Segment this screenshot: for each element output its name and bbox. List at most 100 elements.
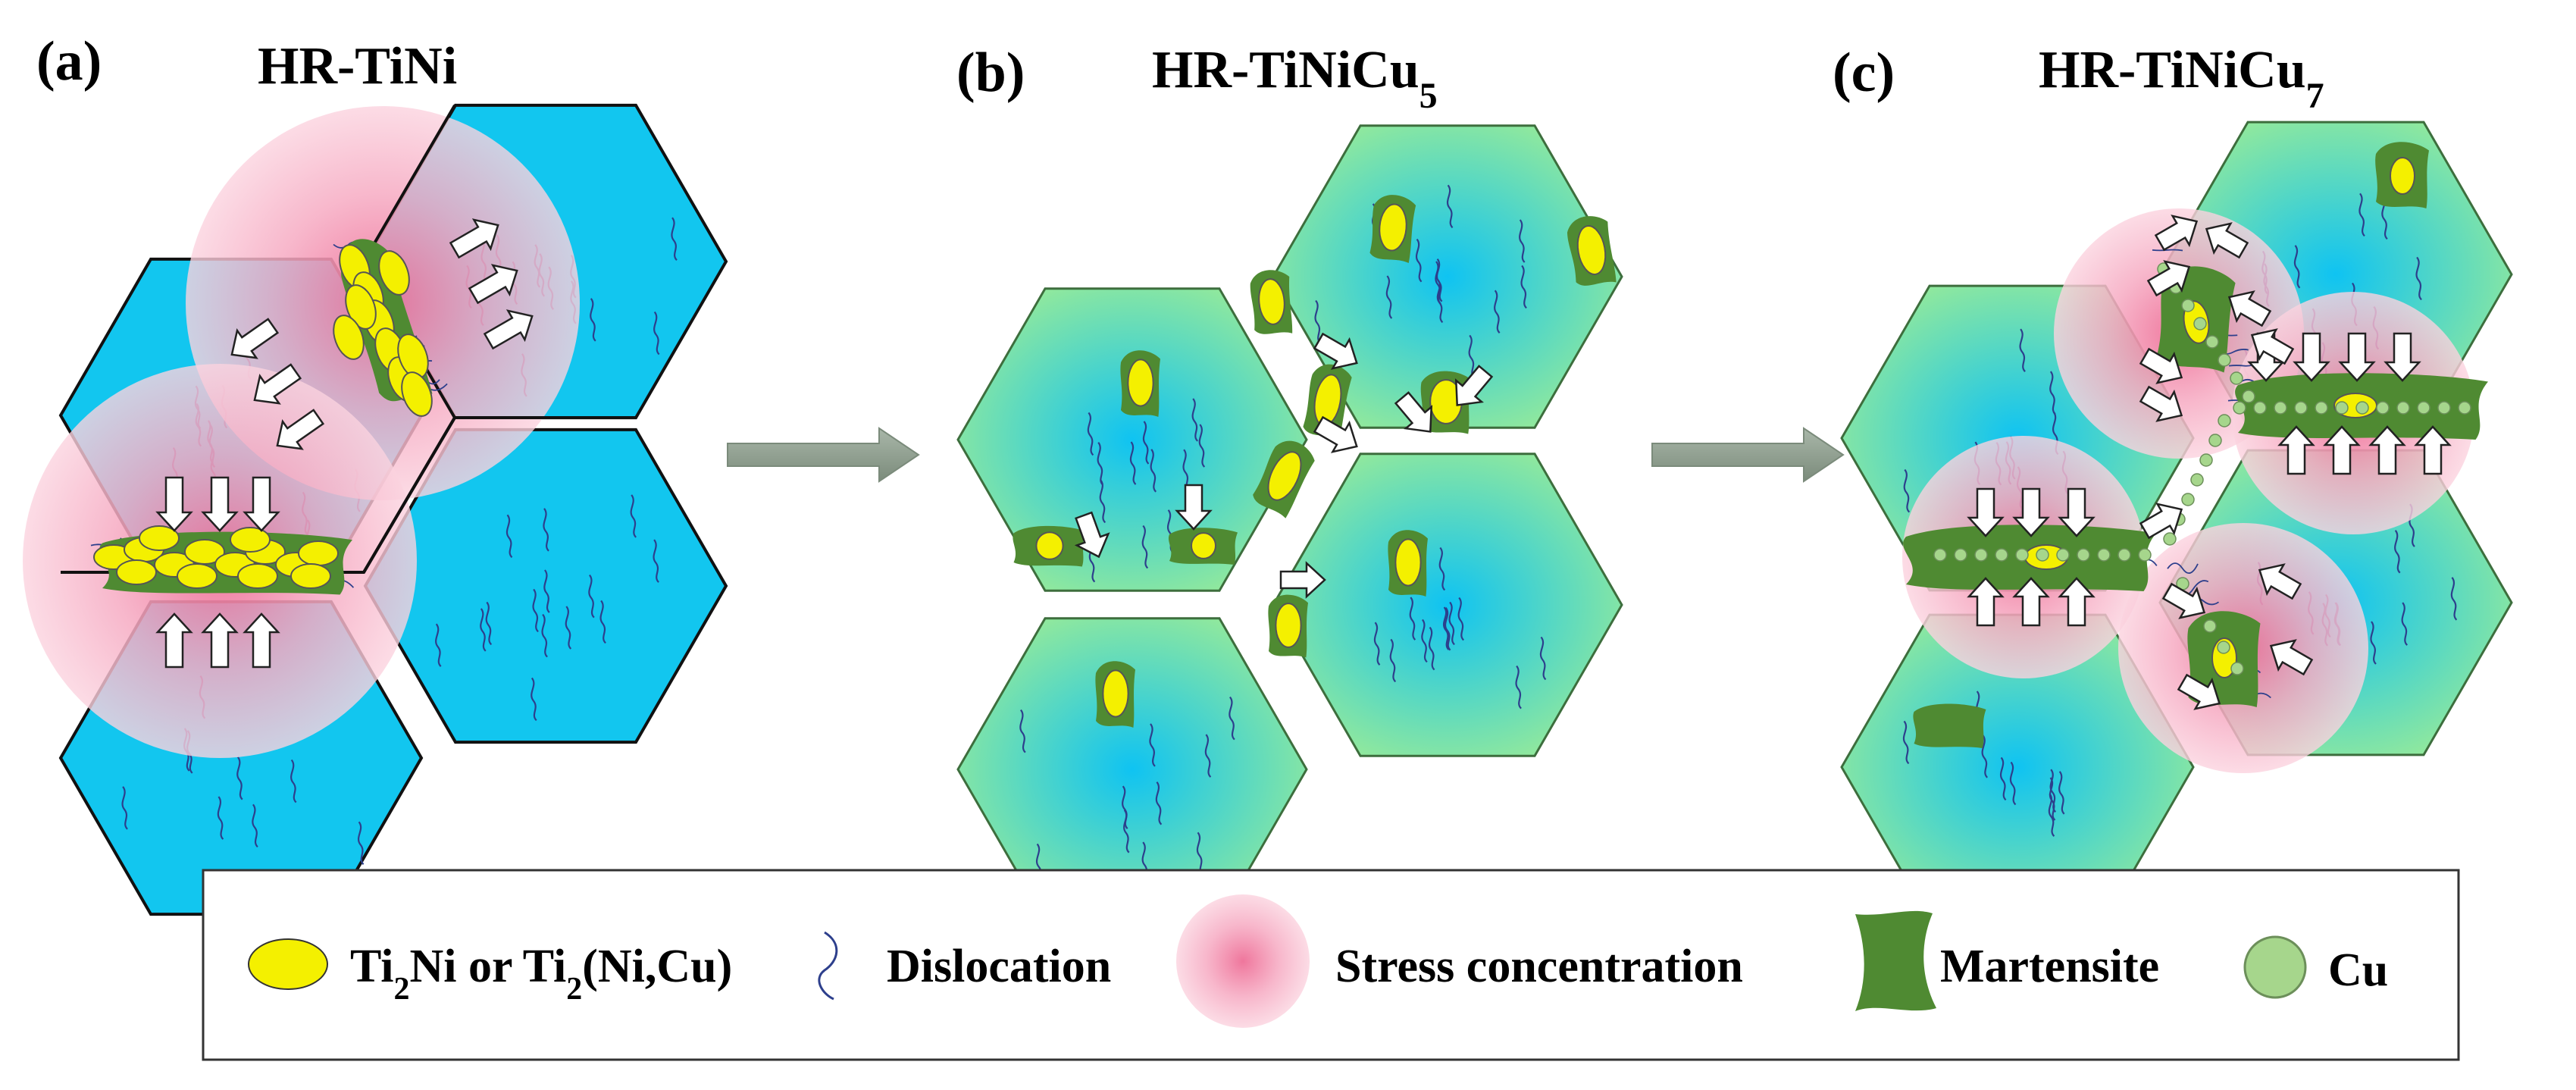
dislocation-line bbox=[1122, 785, 1128, 829]
stress-arrow bbox=[201, 612, 239, 669]
precipitate bbox=[237, 563, 278, 589]
stress-arrow bbox=[468, 264, 518, 305]
stress-arrow bbox=[2205, 222, 2249, 259]
dislocation-line bbox=[630, 494, 637, 538]
dislocation-line bbox=[1141, 525, 1149, 569]
cu-particle-icon bbox=[2243, 935, 2307, 999]
precipitate bbox=[401, 371, 433, 417]
dislocation-line bbox=[1446, 184, 1454, 229]
stress-arrow bbox=[483, 309, 534, 350]
cu-particle bbox=[2335, 401, 2349, 415]
stress-arrow bbox=[2338, 332, 2376, 382]
stress-arrow bbox=[155, 476, 193, 532]
cu-particle bbox=[2437, 401, 2451, 415]
cu-particle bbox=[2199, 453, 2213, 467]
cu-particle bbox=[2376, 401, 2390, 415]
dislocation-line bbox=[599, 600, 606, 644]
precipitate bbox=[1379, 203, 1407, 252]
cu-particle bbox=[1974, 548, 1988, 562]
legend-frame bbox=[202, 869, 2460, 1061]
precipitate bbox=[1394, 538, 1422, 587]
dislocation-line bbox=[2049, 371, 2056, 415]
martensite-region bbox=[1913, 703, 1986, 748]
dislocation-line bbox=[1409, 597, 1416, 641]
stress-arrow bbox=[2154, 215, 2199, 252]
dislocation-line bbox=[590, 298, 596, 342]
stress-arrow bbox=[2058, 577, 2096, 627]
legend-ti2ni-label: Ti2Ni or Ti2(Ni,Cu) bbox=[350, 941, 732, 1007]
cu-particle bbox=[2274, 401, 2287, 415]
cu-particle bbox=[2417, 401, 2430, 415]
process-arrow-a-to-b bbox=[727, 427, 920, 483]
dislocation-line bbox=[2415, 256, 2422, 301]
panel-a-title: HR-TiNi bbox=[258, 37, 457, 96]
dislocation-line bbox=[1099, 479, 1106, 524]
dislocation-line bbox=[1191, 398, 1199, 442]
stress-arrow bbox=[243, 612, 280, 669]
dislocation-line bbox=[2293, 245, 2301, 289]
stress-arrow bbox=[2161, 582, 2206, 619]
dislocation-line bbox=[252, 803, 258, 848]
dislocation-line bbox=[1515, 665, 1522, 709]
cu-particle bbox=[2138, 548, 2152, 562]
dislocation-line bbox=[541, 613, 548, 658]
panel-b-hr-tinicu5 bbox=[956, 124, 1623, 922]
stress-arrow bbox=[1313, 332, 1358, 370]
panel-a-heading: (a) HR-TiNi bbox=[36, 30, 457, 96]
dislocation-line bbox=[532, 588, 539, 633]
dislocation-line bbox=[1519, 219, 1526, 263]
dislocation-line bbox=[588, 574, 595, 619]
dislocation-line bbox=[121, 786, 128, 830]
dislocation-line bbox=[2049, 777, 2056, 821]
cu-particle bbox=[2218, 414, 2231, 428]
stress-arrow bbox=[2368, 425, 2406, 475]
dislocation-line bbox=[1448, 601, 1455, 646]
precipitate bbox=[345, 284, 377, 330]
stress-arrow bbox=[155, 612, 193, 669]
legend-dislocation-label: Dislocation bbox=[887, 941, 1111, 992]
cu-particle bbox=[2253, 401, 2267, 415]
dislocation-line bbox=[2009, 761, 2017, 806]
dislocation-line bbox=[2358, 193, 2365, 237]
dislocation-line bbox=[480, 608, 487, 652]
grain bbox=[956, 287, 1308, 592]
dislocation-line bbox=[653, 311, 660, 356]
dislocation-line bbox=[1981, 734, 1989, 778]
process-arrow-b-to-c bbox=[1651, 427, 1845, 483]
dislocation-line bbox=[1019, 709, 1026, 753]
dislocation-line bbox=[1155, 781, 1163, 825]
dislocation-line bbox=[1902, 720, 1910, 765]
stress-arrow bbox=[1394, 391, 1433, 433]
stress-arrow bbox=[2293, 332, 2330, 382]
dislocation-line bbox=[1389, 638, 1397, 683]
cu-particle bbox=[2217, 641, 2230, 654]
dislocation-line bbox=[1442, 606, 1450, 650]
dislocation-line bbox=[505, 514, 513, 559]
precipitate bbox=[230, 527, 271, 553]
dislocation-line bbox=[2450, 577, 2458, 621]
stress-arrow bbox=[2058, 487, 2096, 537]
dislocation-line bbox=[1428, 626, 1435, 671]
panel-a-letter: (a) bbox=[36, 30, 102, 92]
dislocation-line bbox=[531, 677, 537, 722]
stress-arrow bbox=[2139, 385, 2183, 422]
precipitate bbox=[139, 525, 180, 551]
precipitate bbox=[298, 540, 339, 566]
dislocation-line bbox=[1444, 607, 1451, 651]
precipitate bbox=[1035, 531, 1064, 560]
panel-b-letter: (b) bbox=[956, 42, 1025, 104]
dislocation-line bbox=[1097, 442, 1104, 486]
dislocation-line bbox=[1087, 412, 1094, 456]
legend-stress-label: Stress concentration bbox=[1335, 941, 1743, 992]
precipitate bbox=[1267, 451, 1302, 501]
dislocation-line bbox=[671, 217, 678, 261]
dislocation-line bbox=[1457, 597, 1465, 641]
dislocation-line bbox=[1520, 265, 1527, 309]
stress-arrow bbox=[2250, 328, 2295, 365]
panel-a-hr-tini bbox=[23, 103, 728, 916]
cu-particle bbox=[2230, 662, 2244, 675]
precipitate bbox=[1258, 278, 1285, 325]
dislocation-line bbox=[1150, 449, 1157, 493]
